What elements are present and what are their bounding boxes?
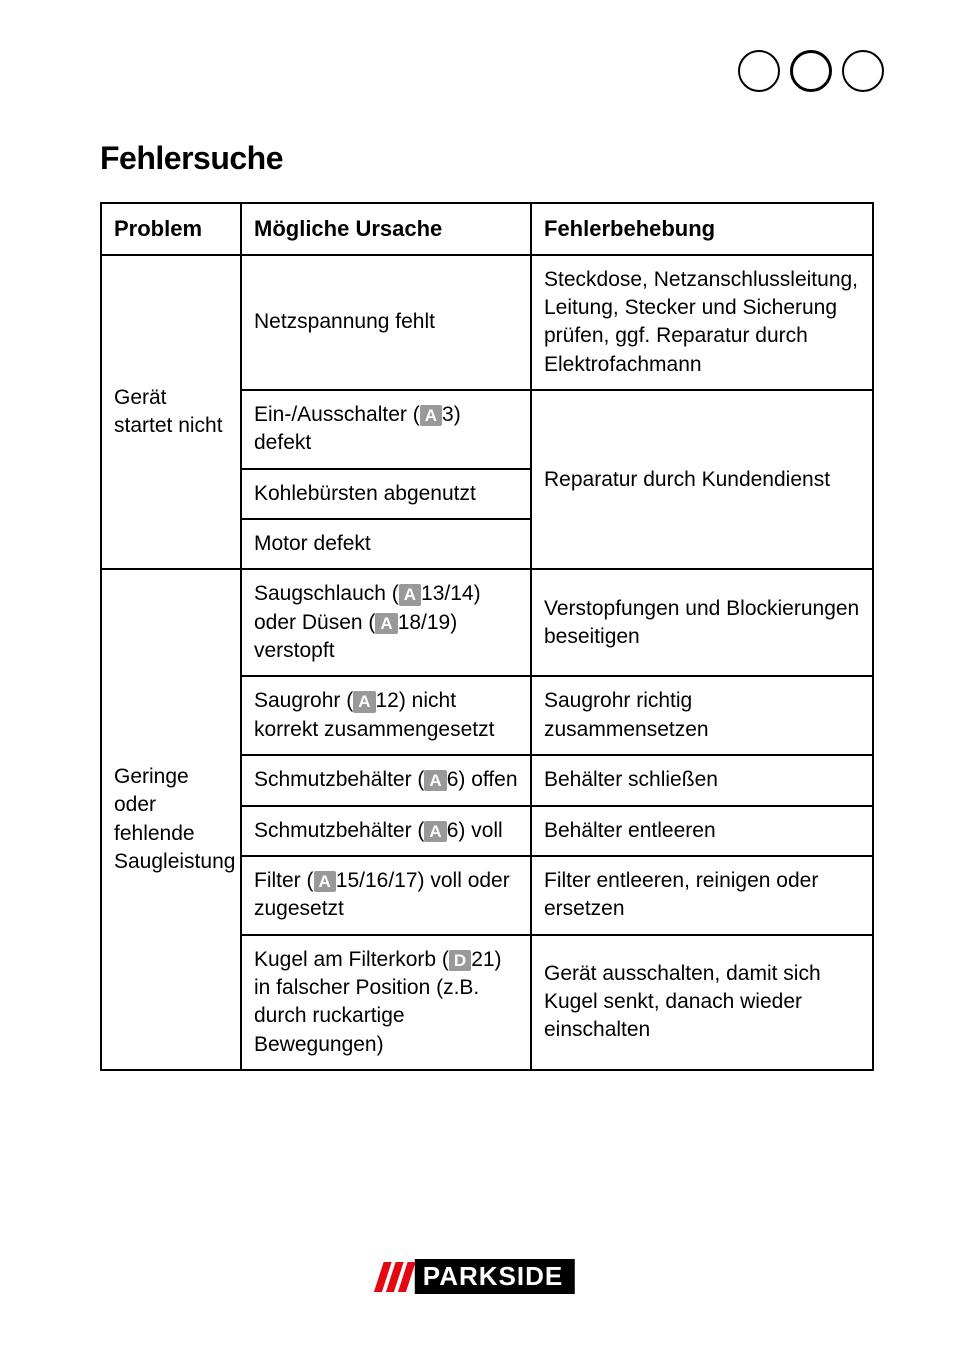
cell-fix: Behälter schließen <box>531 755 873 805</box>
reference-badge: A <box>399 584 421 605</box>
logo-stripes-icon <box>379 1262 411 1292</box>
th-cause: Mögliche Ursache <box>241 203 531 255</box>
cell-problem: Geringe oder fehlende Saugleistung <box>101 569 241 1069</box>
cell-cause: Saugschlauch (A13/14) oder Düsen (A18/19… <box>241 569 531 676</box>
th-fix: Fehlerbehebung <box>531 203 873 255</box>
table-row: Geringe oder fehlende SaugleistungSaugsc… <box>101 569 873 676</box>
table-row: Gerät startet nichtNetzspannung fehltSte… <box>101 255 873 390</box>
cell-fix: Saugrohr richtig zusammensetzen <box>531 676 873 755</box>
brand-logo: PARKSIDE <box>379 1259 575 1294</box>
indicator-circle <box>738 50 780 92</box>
cell-cause: Kugel am Filterkorb (D21) in falscher Po… <box>241 935 531 1070</box>
cell-fix: Filter entleeren, reinigen oder ersetzen <box>531 856 873 935</box>
reference-badge: A <box>314 871 336 892</box>
cell-fix: Verstopfungen und Blockierungen beseitig… <box>531 569 873 676</box>
page-indicator <box>738 50 884 92</box>
cell-cause: Schmutzbehälter (A6) voll <box>241 806 531 856</box>
th-problem: Problem <box>101 203 241 255</box>
page-title: Fehlersuche <box>100 140 874 177</box>
reference-badge: A <box>424 821 446 842</box>
brand-name: PARKSIDE <box>415 1259 575 1294</box>
cell-fix: Gerät ausschalten, damit sich Kugel senk… <box>531 935 873 1070</box>
cell-problem: Gerät startet nicht <box>101 255 241 570</box>
cell-fix: Reparatur durch Kundendienst <box>531 390 873 569</box>
cell-fix: Behälter entleeren <box>531 806 873 856</box>
reference-badge: A <box>424 770 446 791</box>
indicator-circle <box>842 50 884 92</box>
reference-badge: A <box>353 691 375 712</box>
reference-badge: D <box>449 950 471 971</box>
cell-cause: Motor defekt <box>241 519 531 569</box>
cell-cause: Schmutzbehälter (A6) offen <box>241 755 531 805</box>
cell-cause: Ein-/Ausschalter (A3) defekt <box>241 390 531 469</box>
cell-cause: Kohlebürsten abgenutzt <box>241 469 531 519</box>
indicator-circle <box>790 50 832 92</box>
cell-cause: Saugrohr (A12) nicht korrekt zusammenges… <box>241 676 531 755</box>
troubleshoot-table: Problem Mögliche Ursache Fehlerbehebung … <box>100 202 874 1071</box>
cell-cause: Netzspannung fehlt <box>241 255 531 390</box>
reference-badge: A <box>375 613 397 634</box>
cell-fix: Steckdose, Netzanschlussleitung, Leitung… <box>531 255 873 390</box>
cell-cause: Filter (A15/16/17) voll oder zugesetzt <box>241 856 531 935</box>
reference-badge: A <box>420 405 442 426</box>
